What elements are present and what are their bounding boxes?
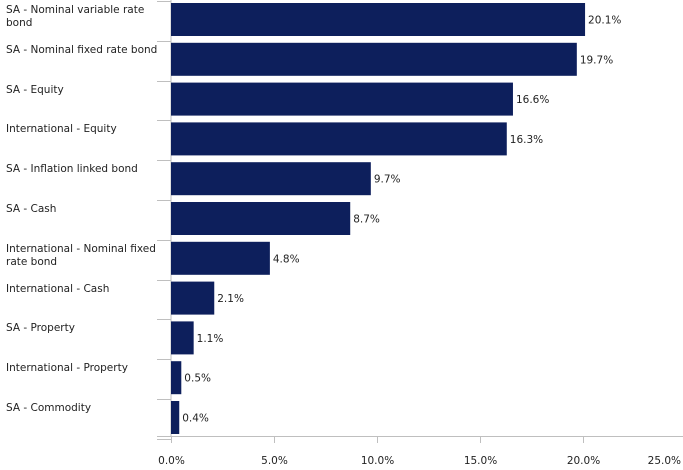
bar bbox=[171, 241, 270, 275]
category-label: SA - Nominal variable rate bond bbox=[6, 4, 145, 29]
category-label: International - Nominal fixed rate bond bbox=[6, 242, 156, 268]
bar bbox=[171, 401, 180, 434]
x-tick-label: 25.0% bbox=[648, 455, 681, 467]
category-label: SA - Equity bbox=[6, 83, 64, 96]
x-tick-label: 15.0% bbox=[464, 455, 497, 467]
bar bbox=[171, 122, 507, 156]
data-label: 20.1% bbox=[588, 15, 621, 27]
bar bbox=[171, 42, 577, 76]
bar bbox=[171, 281, 215, 315]
data-label: 1.1% bbox=[197, 333, 224, 345]
category-label: SA - Nominal fixed rate bond bbox=[6, 43, 158, 56]
category-label: SA - Property bbox=[6, 322, 75, 335]
data-label: 8.7% bbox=[353, 214, 380, 226]
data-label: 9.7% bbox=[374, 174, 401, 186]
x-tick-label: 5.0% bbox=[261, 455, 288, 467]
bar bbox=[171, 321, 194, 355]
bar bbox=[171, 3, 586, 36]
category-label: International - Equity bbox=[6, 123, 117, 136]
bar bbox=[171, 202, 351, 235]
bar bbox=[171, 162, 371, 196]
data-label: 19.7% bbox=[580, 54, 613, 66]
category-label: SA - Commodity bbox=[6, 402, 92, 414]
x-tick-label: 20.0% bbox=[567, 455, 600, 467]
x-tick-label: 0.0% bbox=[158, 455, 185, 467]
bar bbox=[171, 361, 182, 395]
data-label: 0.5% bbox=[184, 373, 211, 385]
data-label: 16.3% bbox=[510, 134, 543, 146]
x-tick-label: 10.0% bbox=[361, 455, 394, 467]
category-label: International - Property bbox=[6, 362, 128, 375]
bar bbox=[171, 82, 513, 116]
category-label: International - Cash bbox=[6, 282, 110, 295]
data-label: 16.6% bbox=[516, 94, 549, 106]
data-label: 2.1% bbox=[217, 293, 244, 305]
data-label: 0.4% bbox=[182, 413, 209, 425]
category-label: SA - Inflation linked bond bbox=[6, 163, 138, 176]
data-label: 4.8% bbox=[273, 253, 300, 265]
category-label: SA - Cash bbox=[6, 203, 57, 215]
